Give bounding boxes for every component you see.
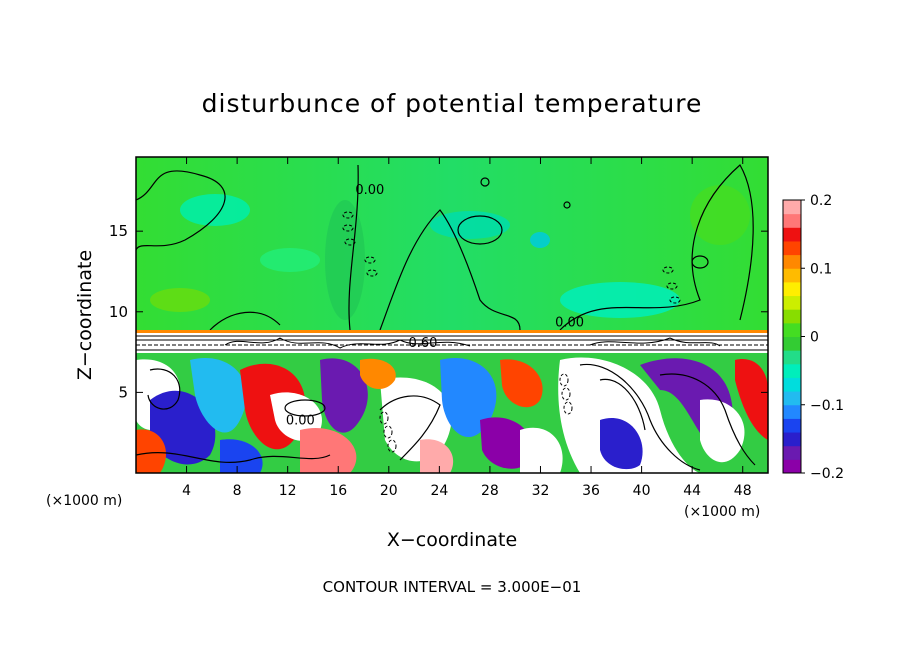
colorbar-swatch (783, 309, 801, 324)
y-tick-label-10: 10 (109, 303, 128, 321)
plot-area (136, 157, 768, 473)
upper-contours (136, 164, 754, 331)
contour-label: 0.00 (555, 315, 584, 330)
colorbar-swatch (783, 213, 801, 228)
x-axis-unit-right: (×1000 m) (684, 504, 760, 520)
colorbar-tick-label: −0.2 (810, 466, 844, 482)
colorbar-tick-label: 0.2 (810, 193, 832, 209)
colorbar-swatch (783, 227, 801, 242)
colorbar (783, 200, 801, 474)
plot-frame (135, 156, 769, 474)
x-tick-label-28: 28 (481, 483, 499, 499)
colorbar-swatch (783, 350, 801, 365)
colorbar-swatch (783, 459, 801, 474)
x-tick-label-48: 48 (734, 483, 752, 499)
contour-label: 0.00 (355, 183, 384, 198)
x-tick-label-40: 40 (633, 483, 651, 499)
y-tick-label-5: 5 (118, 383, 128, 401)
x-tick-label-4: 4 (182, 483, 191, 499)
colorbar-swatch (783, 445, 801, 460)
x-tick-label-20: 20 (380, 483, 398, 499)
x-tick-label-12: 12 (279, 483, 297, 499)
contour-label: 0.00 (286, 414, 315, 429)
colorbar-swatch (783, 377, 801, 392)
lower-dashed-contours (379, 373, 573, 453)
inversion-band (136, 333, 768, 353)
x-axis-label: X−coordinate (387, 529, 517, 551)
lower-contours (136, 363, 756, 471)
x-tick-label-24: 24 (430, 483, 448, 499)
colorbar-swatch (783, 404, 801, 419)
x-axis-unit-left: (×1000 m) (46, 493, 122, 509)
y-axis-label: Z−coordinate (74, 250, 96, 380)
contour-label: 0.60 (408, 336, 437, 351)
colorbar-swatch (783, 281, 801, 297)
colorbar-swatch (783, 295, 801, 310)
x-axis-ticks: 4 8 12 16 20 24 28 32 36 40 44 48 (182, 157, 752, 499)
upper-layer-patches (150, 185, 750, 320)
y-axis-ticks: 5 10 15 (109, 222, 768, 401)
colorbar-swatch (783, 200, 801, 215)
colorbar-frame (782, 199, 802, 474)
lower-layer-eddies (136, 357, 768, 473)
x-tick-label-8: 8 (233, 483, 242, 499)
contour-labels: 0.00 0.00 0.60 0.00 (286, 183, 584, 429)
contour-interval-note: CONTOUR INTERVAL = 3.000E−01 (323, 578, 582, 596)
colorbar-tick-label: −0.1 (810, 398, 844, 414)
colorbar-ticks: 0.2 0.1 0 −0.1 −0.2 (801, 193, 844, 482)
colorbar-tick-label: 0 (810, 330, 819, 346)
x-tick-label-44: 44 (683, 483, 701, 499)
y-tick-label-15: 15 (109, 222, 128, 240)
colorbar-swatch (783, 391, 801, 406)
colorbar-swatch (783, 268, 801, 283)
inversion-band-top (136, 330, 768, 333)
colorbar-swatch (783, 363, 801, 378)
colorbar-swatch (783, 336, 801, 351)
colorbar-swatch (783, 322, 801, 337)
x-tick-label-16: 16 (329, 483, 347, 499)
colorbar-swatch (783, 418, 801, 433)
x-tick-label-36: 36 (582, 483, 600, 499)
colorbar-swatch (783, 240, 801, 256)
chart-title: disturbunce of potential temperature (202, 89, 703, 118)
inversion-contours (136, 335, 768, 351)
colorbar-swatch (783, 254, 801, 269)
colorbar-swatch (783, 432, 801, 447)
x-tick-label-32: 32 (532, 483, 550, 499)
colorbar-tick-label: 0.1 (810, 261, 832, 277)
upper-dashed-contours (342, 211, 681, 304)
